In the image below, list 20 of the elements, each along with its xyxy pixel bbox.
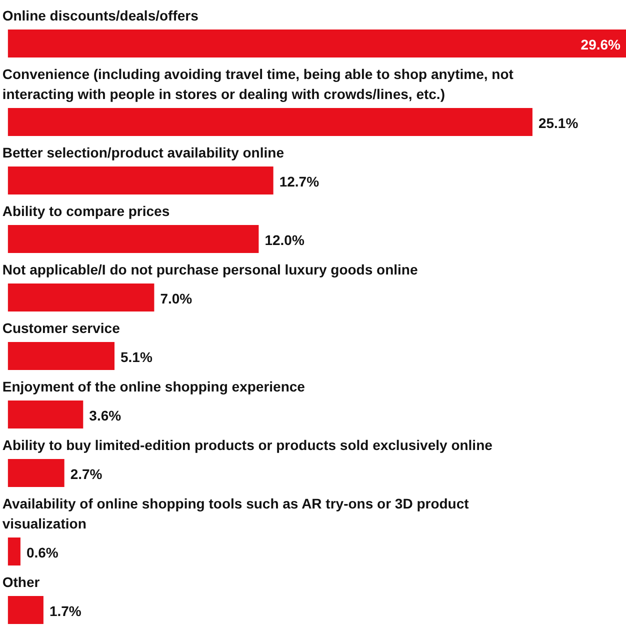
y-tick-label: Online discounts/deals/offers [2,8,199,24]
y-tick-label: Availability of online shopping tools such as AR try-ons or 3D product visualization [2,496,470,532]
data-label: 1.7% [49,603,82,619]
data-label: 2.7% [70,466,103,482]
y-tick-label: Ability to compare prices [2,203,170,219]
y-tick-label: Customer service [2,320,120,336]
y-tick-label: Not applicable/I do not purchase personal luxury goods online [2,262,418,278]
data-label: 0.6% [26,544,59,560]
y-tick-label: Other [2,574,40,590]
data-label: 29.6% [580,36,622,52]
data-label: 7.0% [160,290,193,306]
data-label: 3.6% [89,408,122,424]
data-label: 12.7% [279,174,320,190]
y-tick-label: Ability to buy limited-edition products or products sold exclusively online [2,437,493,453]
y-tick-label: Convenience (including avoiding travel time, being able to shop anytime, not interacting with people in stores or dealing with crowds/lines, etc.) [2,66,514,102]
data-label: 25.1% [538,115,579,131]
y-tick-label: Better selection/product availability online [2,144,284,160]
data-label: 5.1% [120,349,153,365]
y-tick-label: Enjoyment of the online shopping experience [2,378,306,394]
data-label: 12.0% [264,232,305,248]
